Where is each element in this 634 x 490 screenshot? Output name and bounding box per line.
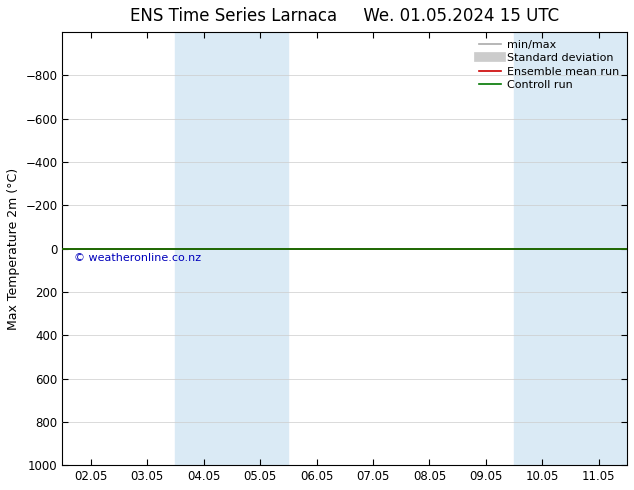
Y-axis label: Max Temperature 2m (°C): Max Temperature 2m (°C) (7, 168, 20, 330)
Bar (514, 32, 627, 465)
Text: © weatheronline.co.nz: © weatheronline.co.nz (74, 253, 201, 263)
Legend: min/max, Standard deviation, Ensemble mean run, Controll run: min/max, Standard deviation, Ensemble me… (475, 35, 624, 95)
Bar (176, 32, 288, 465)
Title: ENS Time Series Larnaca     We. 01.05.2024 15 UTC: ENS Time Series Larnaca We. 01.05.2024 1… (130, 7, 559, 25)
